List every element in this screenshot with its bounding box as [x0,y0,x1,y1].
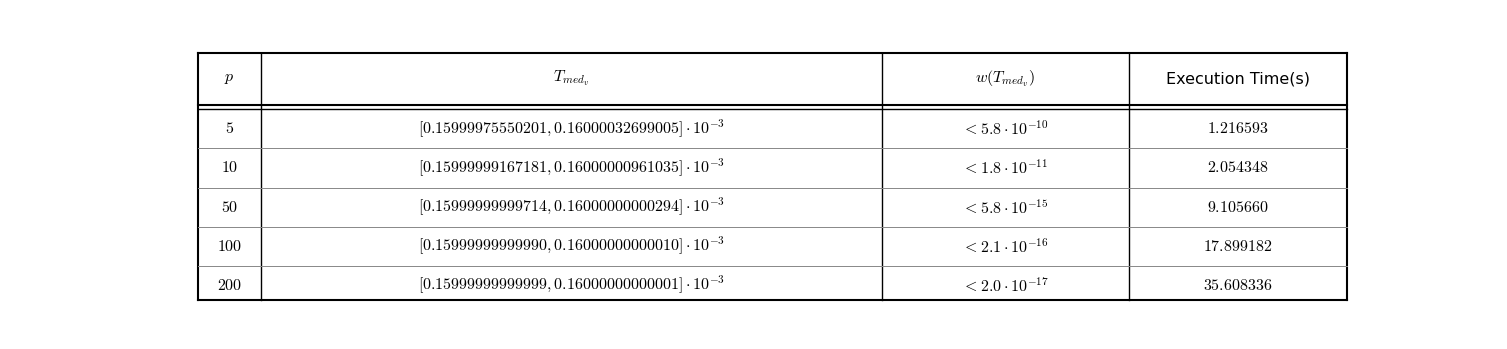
Text: $17.899182$: $17.899182$ [1203,239,1272,254]
Text: $100$: $100$ [217,239,243,254]
Text: $< 5.8\cdot 10^{-15}$: $< 5.8\cdot 10^{-15}$ [961,198,1049,216]
Text: $2.054348$: $2.054348$ [1207,161,1269,176]
Text: $10$: $10$ [220,161,238,176]
Text: $[0.15999999999990, 0.16000000000010]\cdot 10^{-3}$: $[0.15999999999990, 0.16000000000010]\cd… [417,235,725,257]
Text: $1.216593$: $1.216593$ [1207,121,1269,136]
Text: $< 5.8\cdot 10^{-10}$: $< 5.8\cdot 10^{-10}$ [961,120,1049,138]
Text: $[0.15999999999714, 0.16000000000294]\cdot 10^{-3}$: $[0.15999999999714, 0.16000000000294]\cd… [417,196,725,218]
Text: $50$: $50$ [220,200,238,215]
Text: $< 2.0\cdot 10^{-17}$: $< 2.0\cdot 10^{-17}$ [961,276,1049,294]
Text: $200$: $200$ [217,278,243,293]
Text: $[0.15999999167181, 0.16000000961035]\cdot 10^{-3}$: $[0.15999999167181, 0.16000000961035]\cd… [417,157,725,179]
Text: $[0.15999975550201, 0.16000032699005]\cdot 10^{-3}$: $[0.15999975550201, 0.16000032699005]\cd… [417,118,725,140]
Text: $35.608336$: $35.608336$ [1203,278,1272,293]
Text: $< 1.8\cdot 10^{-11}$: $< 1.8\cdot 10^{-11}$ [961,159,1047,177]
Text: $5$: $5$ [225,121,234,136]
Text: $T_{med_v}$: $T_{med_v}$ [553,69,589,88]
Text: $w(T_{med_v})$: $w(T_{med_v})$ [975,68,1035,89]
Text: $[0.15999999999999, 0.16000000000001]\cdot 10^{-3}$: $[0.15999999999999, 0.16000000000001]\cd… [417,274,725,296]
Text: $p$: $p$ [225,71,235,86]
Text: $9.105660$: $9.105660$ [1207,200,1269,215]
Text: Execution Time(s): Execution Time(s) [1166,71,1310,86]
Text: $< 2.1\cdot 10^{-16}$: $< 2.1\cdot 10^{-16}$ [961,237,1049,255]
